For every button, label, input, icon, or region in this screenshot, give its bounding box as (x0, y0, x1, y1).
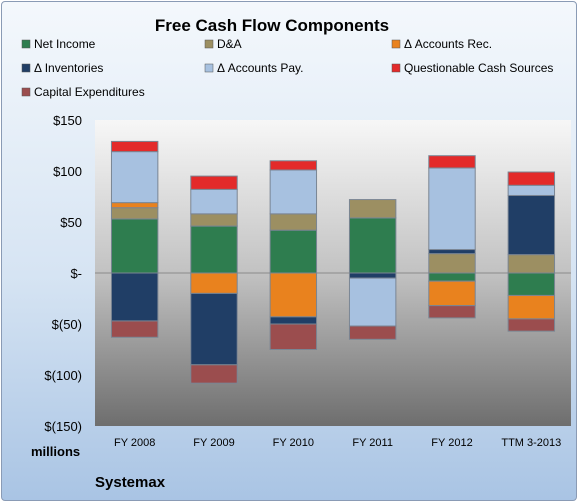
bar-segment-0-3 (110, 272, 159, 322)
bar-segment-0-2 (110, 202, 159, 209)
bar-segment-2-0 (269, 229, 318, 274)
bar-segment-4-1 (428, 253, 476, 274)
bar-segment-4-2 (428, 280, 476, 307)
bar-segment-4-6 (428, 305, 476, 319)
bar-segment-3-1 (348, 199, 397, 219)
company-name: Systemax (95, 474, 166, 491)
bar-segment-2-6 (269, 323, 318, 350)
bar-segment-1-0 (190, 225, 238, 274)
y-tick-label-6: $(150) (44, 419, 82, 434)
x-tick-label-4: FY 2012 (431, 437, 472, 449)
bar-segment-2-5 (269, 160, 318, 171)
legend-label-1: D&A (217, 37, 242, 51)
legend-swatch-6 (21, 87, 31, 97)
bar-segment-5-4 (507, 184, 556, 196)
legend: Net Income D&A Δ Accounts Rec. Δ Inventorie… (21, 37, 553, 99)
bar-segment-3-3 (348, 272, 397, 279)
bar-segment-5-0 (507, 272, 556, 296)
bar-segment-1-5 (190, 175, 238, 190)
legend-swatch-4 (204, 63, 214, 73)
x-tick-label-5: TTM 3-2013 (501, 437, 561, 449)
bar-segment-5-2 (507, 294, 556, 320)
chart-title: Free Cash Flow Components (155, 16, 389, 35)
legend-label-0: Net Income (34, 37, 96, 51)
bar-segment-4-4 (428, 167, 476, 251)
bar-segment-0-1 (110, 207, 159, 220)
x-tick-label-0: FY 2008 (114, 437, 155, 449)
legend-label-2: Δ Accounts Rec. (404, 37, 492, 51)
bar-segment-1-2 (190, 272, 238, 294)
bar-segment-0-6 (110, 320, 159, 338)
y-tick-label-3: $- (70, 266, 82, 281)
bar-segment-5-6 (507, 318, 556, 332)
x-tick-label-3: FY 2011 (352, 437, 393, 449)
bar-segment-0-4 (110, 151, 159, 204)
bars (110, 140, 556, 384)
bar-segment-2-4 (269, 169, 318, 215)
bar-segment-2-2 (269, 272, 318, 318)
bar-segment-1-1 (190, 213, 238, 227)
y-axis: $150 $100 $50 $- $(50) $(100) $(150) (44, 113, 82, 434)
bar-segment-4-0 (428, 272, 476, 282)
bar-segment-5-5 (507, 171, 556, 186)
y-tick-label-5: $(100) (44, 368, 82, 383)
bar-segment-3-6 (348, 325, 397, 340)
y-tick-label-4: $(50) (52, 317, 82, 332)
legend-label-6: Capital Expenditures (34, 85, 145, 99)
legend-label-5: Questionable Cash Sources (404, 61, 553, 75)
x-axis: FY 2008 FY 2009 FY 2010 FY 2011 FY 2012 TTM 3… (114, 437, 561, 449)
bar-segment-1-6 (190, 364, 238, 384)
bar-segment-1-4 (190, 188, 238, 215)
bar-segment-4-3 (428, 249, 476, 255)
x-tick-label-2: FY 2010 (273, 437, 314, 449)
bar-segment-5-1 (507, 254, 556, 274)
y-tick-label-1: $100 (53, 164, 82, 179)
bar-segment-1-3 (190, 292, 238, 366)
legend-label-3: Δ Inventories (34, 61, 103, 75)
units-label: millions (31, 444, 80, 459)
bar-segment-3-4 (348, 277, 397, 327)
bar-segment-0-0 (110, 218, 159, 274)
legend-swatch-1 (204, 39, 214, 49)
legend-swatch-5 (391, 63, 401, 73)
legend-swatch-0 (21, 39, 31, 49)
bar-segment-2-1 (269, 213, 318, 231)
legend-swatch-2 (391, 39, 401, 49)
bar-segment-2-3 (269, 316, 318, 325)
bar-segment-4-5 (428, 155, 476, 169)
y-tick-label-0: $150 (53, 113, 82, 128)
legend-swatch-3 (21, 63, 31, 73)
x-tick-label-1: FY 2009 (193, 437, 234, 449)
legend-label-4: Δ Accounts Pay. (217, 61, 304, 75)
bar-segment-5-3 (507, 194, 556, 256)
y-tick-label-2: $50 (60, 215, 82, 230)
bar-segment-0-5 (110, 140, 159, 153)
bar-segment-3-0 (348, 217, 397, 274)
